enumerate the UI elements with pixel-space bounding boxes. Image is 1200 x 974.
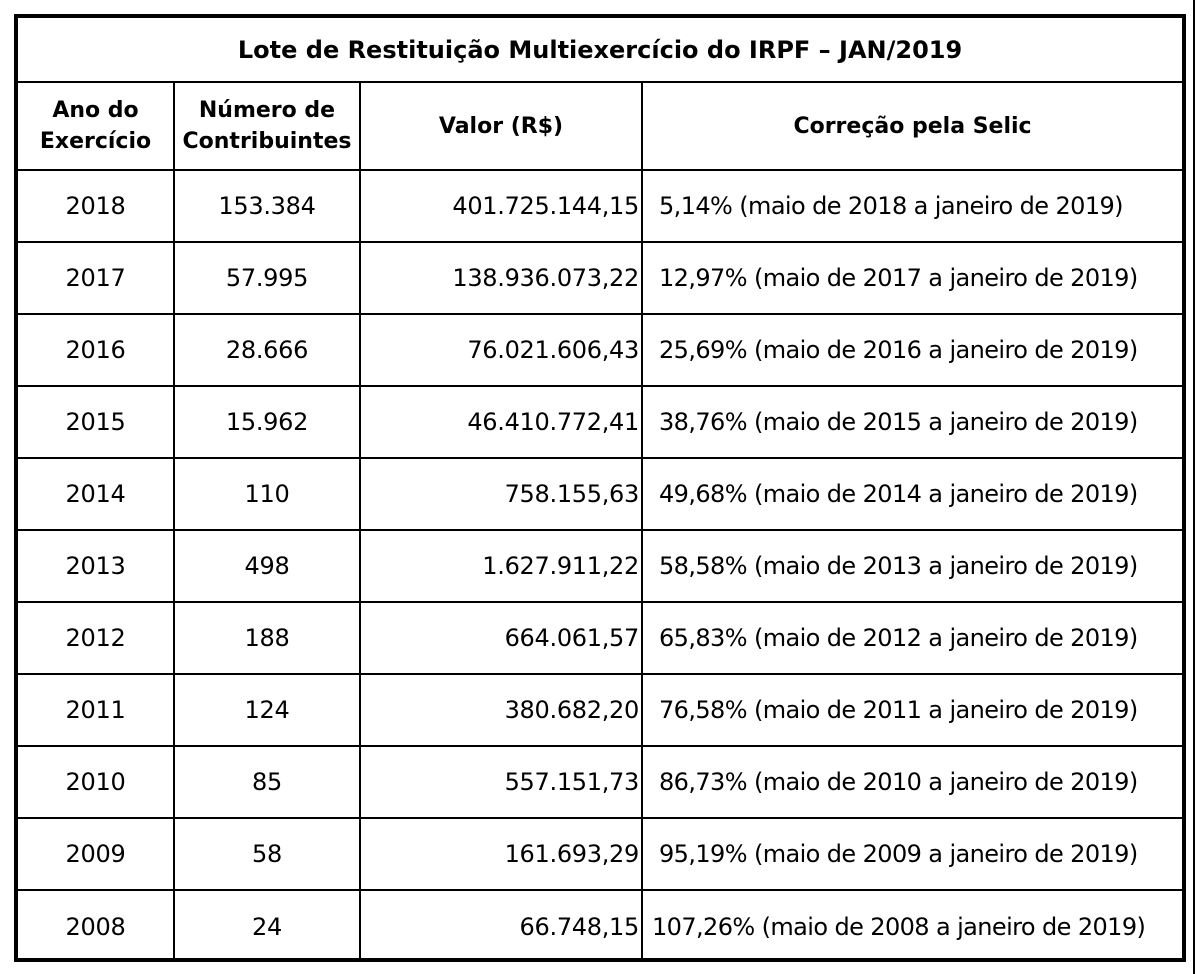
cell-contribuintes: 188 (173, 601, 361, 675)
cell-ano: 2013 (18, 529, 175, 603)
table-row: 2012 188 664.061,57 65,83% (maio de 2012 a … (18, 601, 1183, 675)
table-row: 2011 124 380.682,20 76,58% (maio de 2011 a … (18, 673, 1183, 747)
cell-correcao: 65,83% (maio de 2012 a janeiro de 2019) (640, 601, 1183, 675)
cell-correcao: 12,97% (maio de 2017 a janeiro de 2019) (640, 241, 1183, 315)
cell-correcao: 5,14% (maio de 2018 a janeiro de 2019) (640, 169, 1183, 243)
table-row: 2009 58 161.693,29 95,19% (maio de 2009 a j… (18, 817, 1183, 891)
page-edge-line (1193, 0, 1195, 974)
cell-valor: 138.936.073,22 (359, 241, 643, 315)
cell-correcao: 107,26% (maio de 2008 a janeiro de 2019) (640, 889, 1183, 962)
cell-ano: 2012 (18, 601, 175, 675)
cell-ano: 2015 (18, 385, 175, 459)
cell-correcao: 58,58% (maio de 2013 a janeiro de 2019) (640, 529, 1183, 603)
restitution-table: Lote de Restituição Multiexercício do IR… (18, 18, 1183, 962)
table-row: 2018 153.384 401.725.144,15 5,14% (maio de … (18, 169, 1183, 243)
header-valor: Valor (R$) (359, 81, 643, 171)
cell-valor: 66.748,15 (359, 889, 643, 962)
cell-correcao: 76,58% (maio de 2011 a janeiro de 2019) (640, 673, 1183, 747)
table-row: 2016 28.666 76.021.606,43 25,69% (maio de 2… (18, 313, 1183, 387)
header-row: Ano do Exercício Número de Contribuintes… (18, 81, 1183, 171)
cell-valor: 1.627.911,22 (359, 529, 643, 603)
cell-contribuintes: 85 (173, 745, 361, 819)
cell-ano: 2018 (18, 169, 175, 243)
cell-valor: 401.725.144,15 (359, 169, 643, 243)
cell-correcao: 49,68% (maio de 2014 a janeiro de 2019) (640, 457, 1183, 531)
cell-contribuintes: 24 (173, 889, 361, 962)
table-row: 2010 85 557.151,73 86,73% (maio de 2010 a j… (18, 745, 1183, 819)
cell-contribuintes: 28.666 (173, 313, 361, 387)
table-row: 2008 24 66.748,15 107,26% (maio de 2008 a j… (18, 889, 1183, 962)
cell-valor: 557.151,73 (359, 745, 643, 819)
cell-ano: 2009 (18, 817, 175, 891)
table-row: 2017 57.995 138.936.073,22 12,97% (maio de … (18, 241, 1183, 315)
cell-correcao: 86,73% (maio de 2010 a janeiro de 2019) (640, 745, 1183, 819)
cell-valor: 76.021.606,43 (359, 313, 643, 387)
header-correcao-selic: Correção pela Selic (640, 81, 1183, 171)
table-row: 2013 498 1.627.911,22 58,58% (maio de 2013 … (18, 529, 1183, 603)
table-row: 2015 15.962 46.410.772,41 38,76% (maio de 2… (18, 385, 1183, 459)
cell-ano: 2008 (18, 889, 175, 962)
cell-contribuintes: 153.384 (173, 169, 361, 243)
cell-ano: 2016 (18, 313, 175, 387)
cell-valor: 664.061,57 (359, 601, 643, 675)
cell-ano: 2011 (18, 673, 175, 747)
cell-valor: 380.682,20 (359, 673, 643, 747)
cell-contribuintes: 124 (173, 673, 361, 747)
table-row: 2014 110 758.155,63 49,68% (maio de 2014 a … (18, 457, 1183, 531)
title-row: Lote de Restituição Multiexercício do IR… (18, 18, 1183, 83)
cell-valor: 46.410.772,41 (359, 385, 643, 459)
header-numero-contribuintes: Número de Contribuintes (173, 81, 361, 171)
cell-contribuintes: 15.962 (173, 385, 361, 459)
cell-correcao: 95,19% (maio de 2009 a janeiro de 2019) (640, 817, 1183, 891)
table-title: Lote de Restituição Multiexercício do IR… (18, 18, 1183, 83)
cell-ano: 2014 (18, 457, 175, 531)
cell-ano: 2010 (18, 745, 175, 819)
cell-contribuintes: 110 (173, 457, 361, 531)
table-body: 2018 153.384 401.725.144,15 5,14% (maio de … (18, 169, 1183, 962)
cell-valor: 161.693,29 (359, 817, 643, 891)
cell-contribuintes: 57.995 (173, 241, 361, 315)
cell-contribuintes: 58 (173, 817, 361, 891)
cell-correcao: 25,69% (maio de 2016 a janeiro de 2019) (640, 313, 1183, 387)
cell-valor: 758.155,63 (359, 457, 643, 531)
header-ano-exercicio: Ano do Exercício (18, 81, 175, 171)
cell-ano: 2017 (18, 241, 175, 315)
cell-contribuintes: 498 (173, 529, 361, 603)
cell-correcao: 38,76% (maio de 2015 a janeiro de 2019) (640, 385, 1183, 459)
